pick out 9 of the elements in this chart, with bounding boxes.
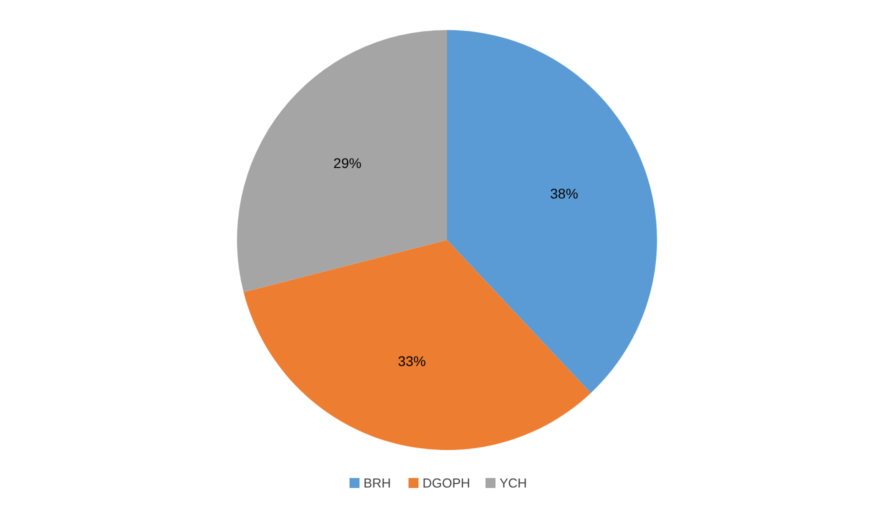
legend-label: YCH xyxy=(500,476,527,490)
data-label: 33% xyxy=(398,352,426,369)
data-label: 29% xyxy=(333,154,362,171)
pie-slice xyxy=(237,30,447,292)
pie-slice xyxy=(244,240,591,450)
legend-label: BRH xyxy=(364,476,391,490)
data-label: 38% xyxy=(550,186,578,202)
legend-label: DGOPH xyxy=(422,476,470,490)
pie-slice xyxy=(447,30,657,394)
